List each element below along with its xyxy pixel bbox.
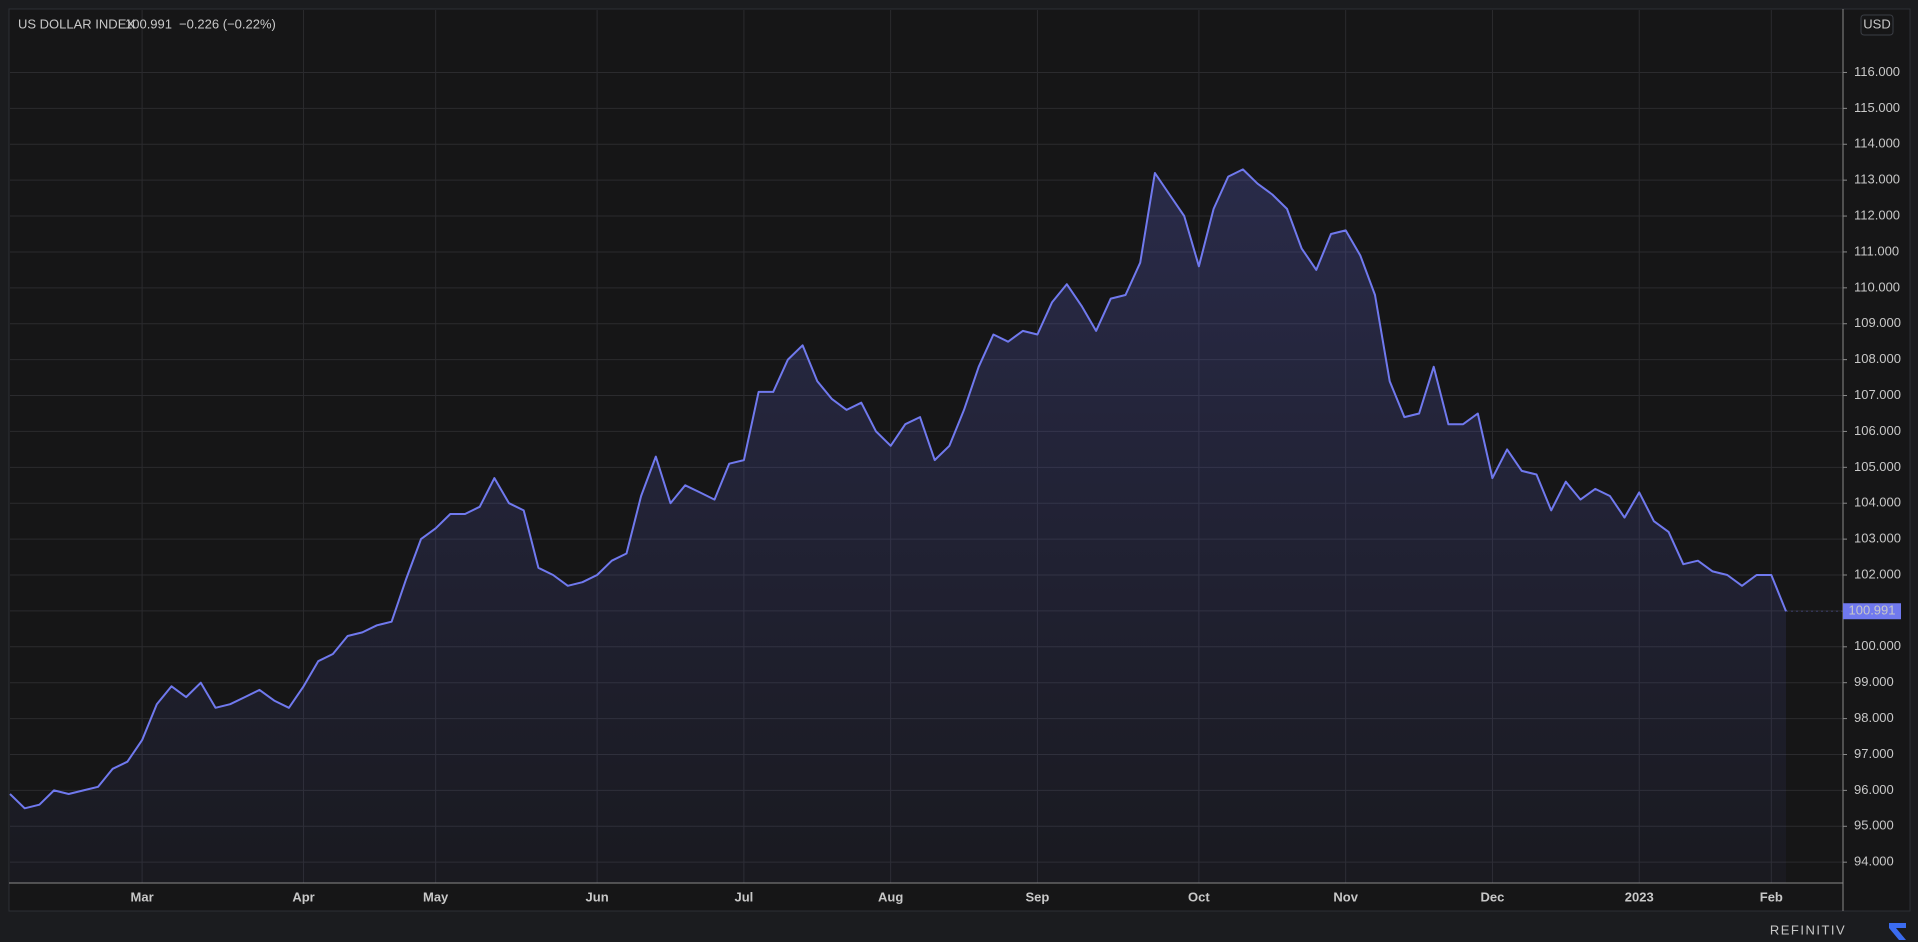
brand-logo (1889, 923, 1906, 940)
y-tick-label: 114.000 (1854, 136, 1900, 151)
plot (9, 168, 1843, 883)
y-tick-label: 106.000 (1854, 423, 1901, 438)
axes: 94.000 95.000 96.000 97.000 98.000 99.000 100.… (131, 64, 1901, 904)
area (10, 169, 1786, 883)
x-tick-label: Aug (878, 889, 903, 904)
y-tick-label: 102.000 (1854, 566, 1901, 581)
x-tick-label: Feb (1760, 889, 1783, 904)
y-tick-label: 115.000 (1854, 100, 1900, 115)
y-tick-label: 95.000 (1854, 818, 1894, 833)
y-tick-label: 105.000 (1854, 459, 1901, 474)
x-tick-label: Nov (1333, 889, 1358, 904)
y-tick-label: 108.000 (1854, 351, 1901, 366)
x-tick-label: Jun (586, 889, 609, 904)
x-tick-label: Apr (292, 889, 314, 904)
y-tick-label: 100.000 (1854, 638, 1901, 653)
y-tick-label: 111.000 (1854, 243, 1899, 258)
last-value-flag-label: 100.991 (1849, 603, 1896, 618)
x-tick-label: Sep (1026, 889, 1050, 904)
line (9, 168, 1787, 810)
y-tick-label: 103.000 (1854, 531, 1901, 546)
x-tick-label: Dec (1481, 889, 1505, 904)
y-tick-label: 113.000 (1854, 172, 1900, 187)
y-tick-label: 96.000 (1854, 782, 1894, 797)
y-tick-label: 104.000 (1854, 495, 1901, 510)
currency[interactable]: USD (1863, 16, 1890, 31)
currency-box[interactable] (1860, 14, 1894, 36)
change-label: −0.226 (−0.22%) (179, 16, 276, 31)
y-tick-label: 109.000 (1854, 315, 1901, 330)
y-tick-label: 107.000 (1854, 387, 1901, 402)
chart-title: US DOLLAR INDEX (18, 16, 135, 31)
y-tick-label: 110.000 (1854, 279, 1900, 294)
y-tick-label: 116.000 (1854, 64, 1900, 79)
x-tick-label: May (423, 889, 449, 904)
x-tick-label: Mar (131, 889, 154, 904)
brand: REFINITIV (1770, 922, 1846, 937)
x-tick-label: Oct (1188, 889, 1210, 904)
x-tick-label: 2023 (1625, 889, 1654, 904)
x-tick-label: Jul (734, 889, 753, 904)
y-tick-label: 97.000 (1854, 746, 1894, 761)
y-tick-label: 94.000 (1854, 854, 1894, 869)
last-value: 100.991 (125, 16, 172, 31)
y-tick-label: 98.000 (1854, 710, 1894, 725)
last-value-flag (1843, 603, 1901, 620)
y-tick-label: 112.000 (1854, 207, 1900, 222)
y-tick-label: 99.000 (1854, 674, 1894, 689)
